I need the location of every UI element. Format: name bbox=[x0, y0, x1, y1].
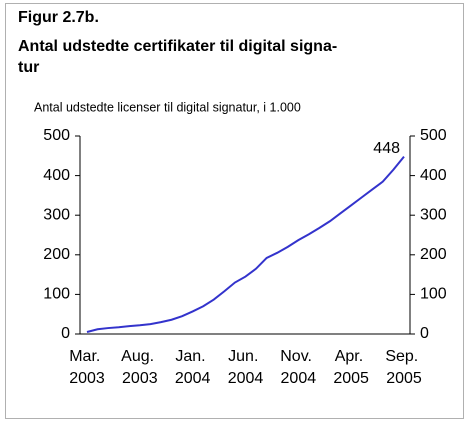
y-tick-label: 300 bbox=[43, 206, 70, 223]
x-tick-label: Sep. 2005 bbox=[385, 348, 422, 387]
x-tick-label-line: 2003 bbox=[122, 370, 158, 387]
x-tick-label-line: Jun. bbox=[228, 348, 263, 365]
y2-tick-label: 500 bbox=[420, 127, 447, 144]
x-tick-label-line: 2004 bbox=[175, 370, 211, 387]
x-tick-label-line: Sep. bbox=[385, 348, 422, 365]
chart-title: Figur 2.7b. bbox=[18, 9, 99, 26]
y-tick-label: 0 bbox=[61, 325, 70, 342]
x-tick-label: Jan. 2004 bbox=[175, 348, 211, 387]
axis-label: Antal udstedte licenser til digital sign… bbox=[34, 100, 301, 114]
y2-tick-label: 100 bbox=[420, 286, 447, 303]
y2-tick-label: 300 bbox=[420, 206, 447, 223]
data-line bbox=[86, 155, 405, 333]
annotation: 448 bbox=[373, 140, 400, 157]
y2-tick-label: 400 bbox=[420, 167, 447, 184]
x-tick-label-line: 2003 bbox=[69, 370, 105, 387]
y-tick-label: 100 bbox=[43, 286, 70, 303]
x-tick-label-line: Mar. bbox=[69, 348, 105, 365]
x-tick-label-line: Apr. bbox=[335, 348, 368, 365]
x-tick-label-line: Jan. bbox=[175, 348, 210, 365]
x-tick-label: Jun. 2004 bbox=[228, 348, 264, 387]
x-tick-label-line: 2004 bbox=[281, 370, 317, 387]
y2-tick-label: 200 bbox=[420, 246, 447, 263]
chart-subtitle: Antal udstedte certifikater til digital … bbox=[18, 38, 337, 55]
y-tick-label: 500 bbox=[43, 127, 70, 144]
x-tick-label-line: Nov. bbox=[280, 348, 316, 365]
chart-subtitle: tur bbox=[18, 59, 39, 76]
x-tick-label: Mar. 2003 bbox=[69, 348, 105, 387]
x-tick-label-line: 2005 bbox=[386, 370, 422, 387]
y-tick-label: 200 bbox=[43, 246, 70, 263]
y-tick-label: 400 bbox=[43, 167, 70, 184]
x-tick-label: Aug. 2003 bbox=[121, 348, 158, 387]
x-tick-label-line: Aug. bbox=[121, 348, 158, 365]
x-tick-label-line: 2005 bbox=[333, 370, 369, 387]
frame bbox=[5, 3, 464, 419]
y2-tick-label: 0 bbox=[420, 325, 429, 342]
x-tick-label-line: 2004 bbox=[228, 370, 264, 387]
x-tick-label: Nov. 2004 bbox=[280, 348, 316, 387]
x-tick-label: Apr. 2005 bbox=[333, 348, 369, 387]
